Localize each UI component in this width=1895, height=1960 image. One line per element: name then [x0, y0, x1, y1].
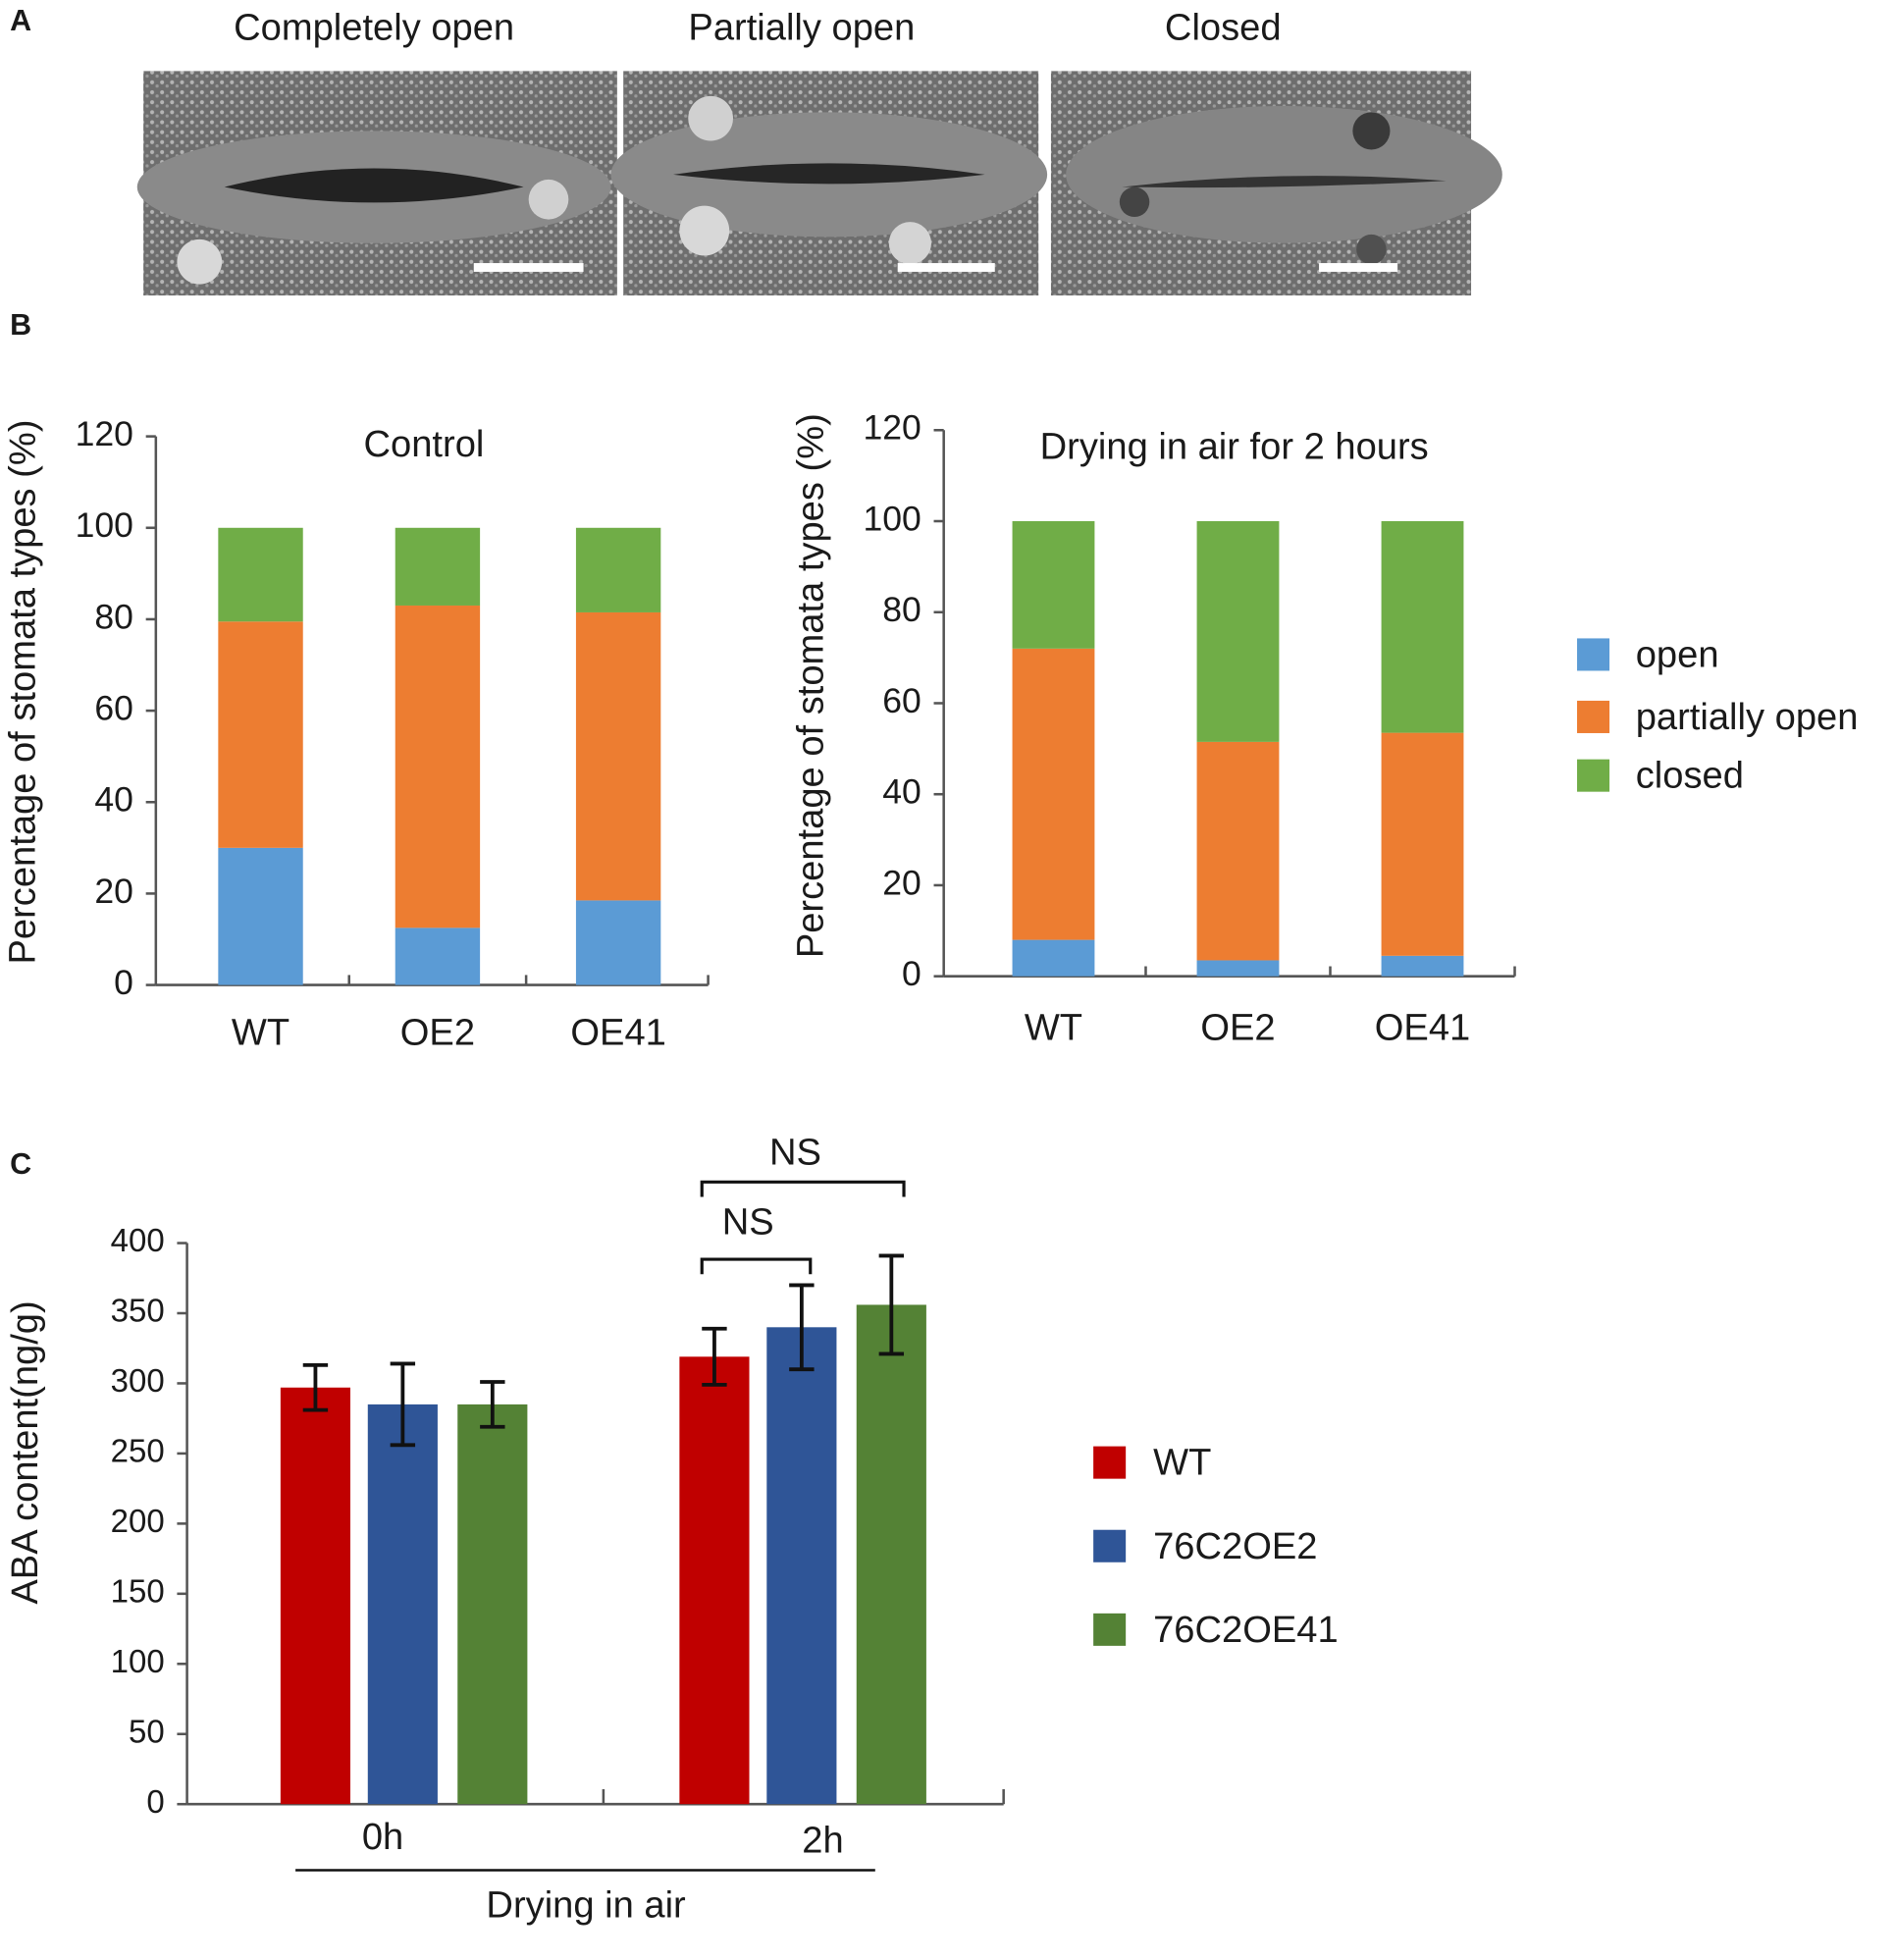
y-tick-label: 40: [882, 772, 921, 812]
bar: [457, 1404, 528, 1805]
y-tick-label: 0: [114, 963, 133, 1002]
x-tick-label: OE41: [1375, 1007, 1470, 1048]
x-tick-label: OE41: [570, 1012, 665, 1053]
significance-bracket: [700, 1180, 906, 1197]
error-bar: [302, 1362, 329, 1412]
bar-segment: [395, 605, 481, 928]
annotation: NS: [769, 1132, 821, 1173]
y-axis-title: ABA content(ng/g): [5, 1300, 46, 1604]
y-tick-label: 60: [94, 688, 133, 727]
error-bar: [702, 1326, 727, 1387]
annotation: NS: [722, 1202, 774, 1244]
legend-swatch: [1093, 1446, 1127, 1479]
y-tick-label: 20: [882, 863, 921, 902]
y-tick-label: 120: [76, 414, 133, 453]
y-tick-label: 50: [129, 1713, 165, 1749]
chart-title: Control: [364, 424, 485, 465]
y-tick-label: 0: [146, 1783, 164, 1820]
x-tick-label: 2h: [802, 1821, 843, 1862]
bar-segment: [218, 527, 303, 622]
bar-segment: [1012, 939, 1095, 977]
y-tick-label: 40: [94, 780, 133, 820]
micrograph-caption: Completely open: [234, 8, 514, 49]
error-bar: [789, 1283, 815, 1372]
micrograph-caption: Partially open: [688, 8, 915, 49]
bar-segment: [1196, 741, 1280, 961]
micrograph: [1050, 71, 1502, 296]
bar: [367, 1404, 438, 1805]
micrograph-caption: Closed: [1165, 8, 1282, 49]
bar-segment: [575, 611, 661, 901]
legend-label: closed: [1636, 756, 1744, 797]
micrograph: [136, 71, 617, 296]
legend-swatch: [1577, 700, 1610, 733]
x-tick-label: OE2: [1200, 1007, 1275, 1048]
bar-segment: [1381, 732, 1464, 956]
bar-segment: [218, 847, 303, 985]
legend-label: 76C2OE2: [1153, 1526, 1317, 1567]
bar-segment: [218, 621, 303, 848]
x-tick-label: WT: [232, 1012, 290, 1053]
y-tick-label: 300: [111, 1362, 165, 1399]
bar: [766, 1327, 837, 1805]
bar-segment: [1381, 521, 1464, 733]
y-axis-title: Percentage of stomata types (%): [2, 420, 43, 965]
legend-label: WT: [1153, 1443, 1211, 1484]
y-tick-label: 80: [94, 597, 133, 636]
bar: [679, 1356, 750, 1805]
error-bar: [878, 1253, 905, 1356]
panel-label: A: [10, 4, 31, 37]
bar-segment: [1196, 960, 1280, 977]
y-tick-label: 150: [111, 1573, 165, 1610]
y-tick-label: 120: [864, 408, 921, 448]
legend-label: 76C2OE41: [1153, 1610, 1339, 1651]
error-bar: [390, 1361, 416, 1448]
y-tick-label: 400: [111, 1222, 165, 1258]
y-tick-label: 350: [111, 1293, 165, 1329]
legend-swatch: [1093, 1613, 1127, 1646]
bar-segment: [1196, 521, 1280, 742]
y-tick-label: 0: [902, 954, 921, 993]
chart-title: Drying in air for 2 hours: [1040, 426, 1429, 467]
y-tick-label: 20: [94, 872, 133, 911]
x-tick-label: 0h: [362, 1817, 403, 1858]
micrograph: [610, 71, 1048, 296]
bar-segment: [1012, 648, 1095, 940]
significance-bracket: [700, 1257, 813, 1275]
legend-label: open: [1636, 635, 1719, 676]
legend-label: partially open: [1636, 697, 1859, 738]
bar-segment: [1012, 521, 1095, 649]
bar-segment: [575, 900, 661, 985]
y-tick-label: 100: [76, 505, 133, 545]
x-tick-label: OE2: [400, 1012, 475, 1053]
legend-swatch: [1577, 759, 1610, 792]
bar-segment: [395, 527, 481, 606]
panel-label: B: [10, 308, 31, 342]
bar-segment: [1381, 955, 1464, 977]
y-tick-label: 100: [864, 499, 921, 538]
legend-swatch: [1093, 1529, 1127, 1563]
bar-segment: [575, 527, 661, 612]
bar: [280, 1387, 350, 1805]
y-tick-label: 200: [111, 1503, 165, 1539]
bar: [856, 1304, 926, 1805]
x-tick-label: WT: [1025, 1007, 1082, 1048]
error-bar: [480, 1380, 505, 1429]
legend-swatch: [1577, 638, 1610, 671]
y-axis-title: Percentage of stomata types (%): [790, 413, 831, 958]
y-tick-label: 100: [111, 1643, 165, 1679]
bar-segment: [395, 927, 481, 985]
panel-label: C: [10, 1147, 31, 1181]
y-tick-label: 250: [111, 1433, 165, 1469]
y-tick-label: 80: [882, 590, 921, 629]
x-axis-title: Drying in air: [486, 1885, 686, 1927]
y-tick-label: 60: [882, 681, 921, 720]
